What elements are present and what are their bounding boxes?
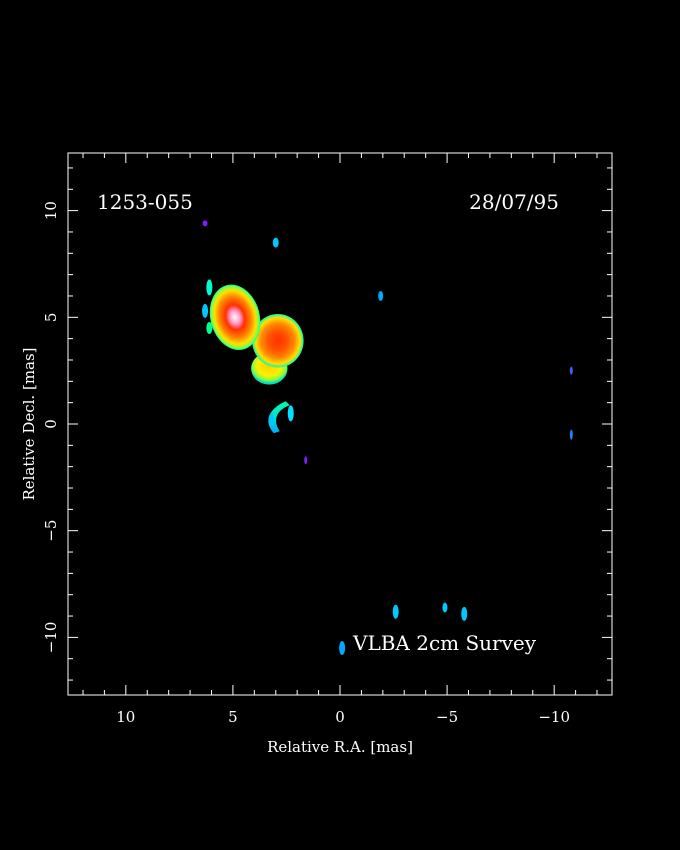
emission-component <box>209 284 261 351</box>
x-axis-label: Relative R.A. [mas] <box>267 738 413 756</box>
jet-feature <box>569 366 573 375</box>
jet-feature <box>569 429 573 440</box>
y-tick-label: 10 <box>42 201 60 220</box>
x-tick-label: −10 <box>538 708 570 726</box>
x-tick-label: 5 <box>228 708 238 726</box>
jet-feature <box>268 413 275 426</box>
jet-feature <box>268 401 290 434</box>
jet-feature <box>442 602 448 613</box>
jet-feature <box>272 237 279 248</box>
jet-feature <box>202 303 209 318</box>
intensity-map <box>202 220 573 656</box>
x-tick-label: −5 <box>436 708 458 726</box>
y-axis-label: Relative Decl. [mas] <box>20 347 38 500</box>
jet-feature <box>304 456 308 465</box>
jet-feature <box>206 279 213 296</box>
emission-component <box>252 314 304 368</box>
x-tick-label: 0 <box>335 708 345 726</box>
x-tick-label: 10 <box>116 708 135 726</box>
axis-ticks <box>68 153 612 695</box>
source-name-label: 1253-055 <box>97 190 193 214</box>
y-tick-label: −5 <box>42 520 60 542</box>
y-tick-label: 0 <box>42 419 60 429</box>
jet-feature <box>339 641 346 656</box>
observation-date-label: 28/07/95 <box>469 190 559 214</box>
jet-feature <box>378 290 384 301</box>
y-tick-label: 5 <box>42 313 60 323</box>
jet-feature <box>461 606 468 621</box>
axis-tick-labels: 10 5 0 −5 −10 10 5 0 −5 −10 <box>42 201 570 726</box>
plot-frame <box>67 152 613 696</box>
jet-feature <box>392 604 399 619</box>
jet-feature <box>202 220 208 227</box>
y-tick-label: −10 <box>42 622 60 654</box>
jet-feature <box>206 321 213 334</box>
jet-feature <box>287 405 294 422</box>
survey-caption: VLBA 2cm Survey <box>352 631 537 655</box>
